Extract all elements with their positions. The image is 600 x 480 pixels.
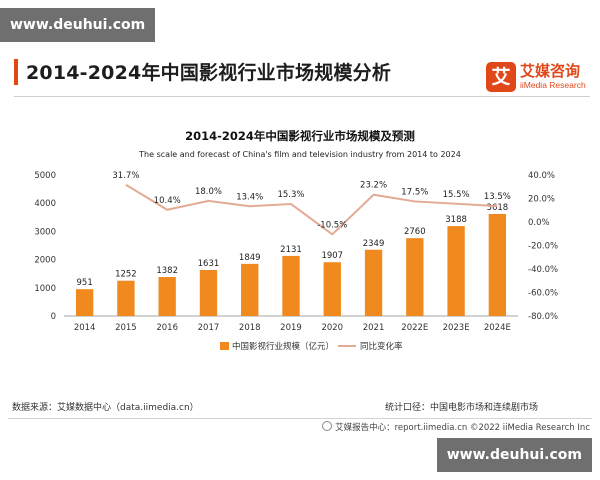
data-source: 数据来源：艾媒数据中心（data.iimedia.cn） bbox=[12, 403, 199, 413]
bar bbox=[199, 270, 218, 316]
market-size-chart: 2014-2024年中国影视行业市场规模及预测 The scale and fo… bbox=[34, 129, 558, 352]
x-tick-label: 2023E bbox=[443, 323, 470, 333]
logo-name: 艾媒咨询 bbox=[520, 62, 581, 80]
line-value-label: 17.5% bbox=[401, 187, 428, 197]
watermark-top: www.deuhui.com bbox=[0, 8, 156, 42]
brand-logo: 艾 艾媒咨询 iiMedia Research bbox=[486, 60, 594, 94]
y-tick-label: 0 bbox=[51, 312, 56, 322]
title-accent-bar bbox=[14, 59, 18, 85]
line-value-label: 31.7% bbox=[112, 171, 139, 181]
y2-tick-label: 20.0% bbox=[528, 195, 555, 205]
bar bbox=[323, 262, 341, 316]
statistical-scope: 统计口径：中国电影市场和连续剧市场 bbox=[385, 403, 539, 413]
bar bbox=[75, 289, 94, 316]
y-tick-label: 1000 bbox=[34, 284, 56, 294]
footer-credit: 艾媒报告中心：report.iimedia.cn ©2022 iiMedia R… bbox=[322, 421, 590, 433]
y2-tick-label: -40.0% bbox=[528, 265, 558, 275]
x-tick-label: 2014 bbox=[74, 323, 96, 333]
bar bbox=[117, 280, 135, 316]
bar-value-label: 1382 bbox=[156, 266, 178, 276]
bar-value-label: 1907 bbox=[321, 251, 343, 261]
chart-subtitle: The scale and forecast of China's film a… bbox=[138, 150, 461, 159]
y-tick-label: 2000 bbox=[34, 256, 56, 266]
bar bbox=[447, 226, 465, 316]
logo-subtitle: iiMedia Research bbox=[520, 80, 586, 90]
bar-value-label: 951 bbox=[77, 278, 93, 288]
y2-tick-label: -80.0% bbox=[528, 312, 558, 322]
logo-icon: 艾 bbox=[486, 62, 516, 92]
header-divider bbox=[14, 96, 590, 97]
bar-value-label: 1849 bbox=[239, 253, 261, 263]
line-value-label: 18.0% bbox=[195, 187, 222, 197]
bar-value-label: 1631 bbox=[198, 259, 220, 269]
x-tick-label: 2017 bbox=[198, 323, 220, 333]
page-title: 2014-2024年中国影视行业市场规模分析 bbox=[26, 62, 392, 84]
line-value-label: 13.5% bbox=[484, 192, 511, 202]
bar-value-label: 2760 bbox=[404, 227, 426, 237]
line-value-label: -10.5% bbox=[317, 220, 347, 230]
line-value-label: 15.3% bbox=[277, 190, 304, 200]
chart-legend: 中国影视行业规模（亿元） 同比变化率 bbox=[220, 341, 403, 352]
x-tick-label: 2022E bbox=[401, 323, 428, 333]
watermark-bottom: www.deuhui.com bbox=[436, 438, 592, 472]
bar-series: 951 1252 1382 1631 1849 2131 1907 2349 2760 3188 3… bbox=[75, 203, 509, 316]
bar bbox=[241, 263, 259, 316]
x-tick-label: 2016 bbox=[156, 323, 178, 333]
legend-swatch-bar bbox=[220, 342, 229, 350]
bar bbox=[364, 249, 383, 316]
line-value-label: 23.2% bbox=[360, 181, 387, 191]
bar bbox=[488, 213, 507, 316]
x-tick-label: 2018 bbox=[239, 323, 261, 333]
line-value-label: 10.4% bbox=[154, 196, 181, 206]
y2-tick-label: 0.0% bbox=[528, 218, 550, 228]
report-icon bbox=[322, 421, 333, 431]
bar-value-label: 3618 bbox=[487, 203, 509, 213]
x-tick-label: 2015 bbox=[115, 323, 137, 333]
line-value-label: 15.5% bbox=[443, 190, 470, 200]
growth-rate-line bbox=[125, 183, 498, 236]
bar bbox=[406, 238, 424, 316]
legend-label-line: 同比变化率 bbox=[360, 341, 403, 352]
bar-value-label: 2349 bbox=[363, 239, 385, 249]
line-series: 31.7% 10.4% 18.0% 13.4% 15.3% -10.5% 23.2% 17.5… bbox=[112, 171, 511, 236]
bar-value-label: 2131 bbox=[280, 245, 302, 255]
x-tick-label: 2024E bbox=[484, 323, 511, 333]
bar-value-label: 3188 bbox=[445, 215, 467, 225]
footer-divider bbox=[8, 418, 592, 419]
x-tick-label: 2021 bbox=[363, 323, 385, 333]
legend-label-bar: 中国影视行业规模（亿元） bbox=[232, 341, 334, 352]
bar-value-label: 1252 bbox=[115, 270, 137, 280]
chart-title: 2014-2024年中国影视行业市场规模及预测 bbox=[185, 129, 415, 143]
bar bbox=[282, 255, 300, 316]
chart-axes: 0 1000 2000 3000 4000 5000 -80.0% -60.0% -40.0% -… bbox=[34, 171, 558, 333]
y-tick-label: 3000 bbox=[34, 227, 56, 237]
credit-text: 艾媒报告中心：report.iimedia.cn ©2022 iiMedia R… bbox=[335, 423, 590, 433]
x-tick-label: 2020 bbox=[321, 323, 343, 333]
line-value-label: 13.4% bbox=[236, 192, 263, 202]
x-tick-label: 2019 bbox=[280, 323, 302, 333]
y2-tick-label: 40.0% bbox=[528, 171, 555, 181]
y-tick-label: 4000 bbox=[34, 199, 56, 209]
y2-tick-label: -60.0% bbox=[528, 289, 558, 299]
y2-tick-label: -20.0% bbox=[528, 242, 558, 252]
bar bbox=[158, 277, 176, 316]
y-tick-label: 5000 bbox=[34, 171, 56, 181]
